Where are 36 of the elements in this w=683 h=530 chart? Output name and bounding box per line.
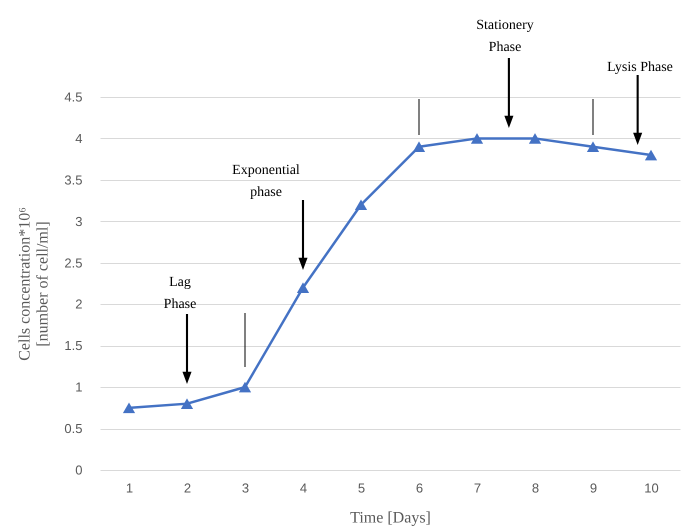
point	[586, 141, 600, 152]
point	[180, 398, 194, 409]
point	[122, 402, 136, 414]
x-tick-label: 9	[590, 480, 598, 496]
x-tick-label: 8	[532, 480, 540, 496]
x-tick-label: 7	[474, 480, 482, 496]
y-axis-title: Cells concentration*10⁶ [number of cell/ml]	[16, 207, 52, 361]
y-tick-label: 0.5	[64, 421, 82, 436]
y-tick-label: 3	[75, 214, 82, 229]
text: Stationery Phase	[476, 18, 534, 55]
x-axis-title: Time [Days]	[350, 510, 431, 526]
x-tick-label: 5	[358, 480, 366, 496]
text: Lysis Phase	[607, 60, 673, 75]
point	[470, 133, 484, 144]
y-tick-label: 3.5	[64, 172, 82, 188]
point	[412, 141, 426, 152]
point	[528, 133, 542, 144]
y-tick-label: 1	[75, 380, 82, 395]
y-tick-label: 2.5	[64, 255, 82, 270]
x-tick-label: 6	[416, 480, 424, 496]
point	[644, 150, 658, 160]
y-tick-label: 2	[75, 296, 82, 312]
x-tick-label: 10	[644, 480, 659, 496]
y-tick-label: 4	[75, 130, 82, 146]
y-tick-label: 1.5	[64, 338, 82, 354]
point	[296, 282, 310, 293]
x-tick-label: 4	[300, 480, 308, 496]
x-tick-label: 1	[126, 480, 134, 496]
annotation: Exponential phase	[232, 163, 300, 200]
point	[238, 382, 252, 392]
x-tick-label: 3	[242, 480, 250, 496]
y-tick-label: 4.5	[64, 90, 82, 104]
y-tick-label: 0	[75, 462, 82, 478]
x-tick-label: 2	[184, 480, 192, 496]
point	[354, 199, 368, 210]
annotation: Lag Phase	[164, 275, 196, 312]
